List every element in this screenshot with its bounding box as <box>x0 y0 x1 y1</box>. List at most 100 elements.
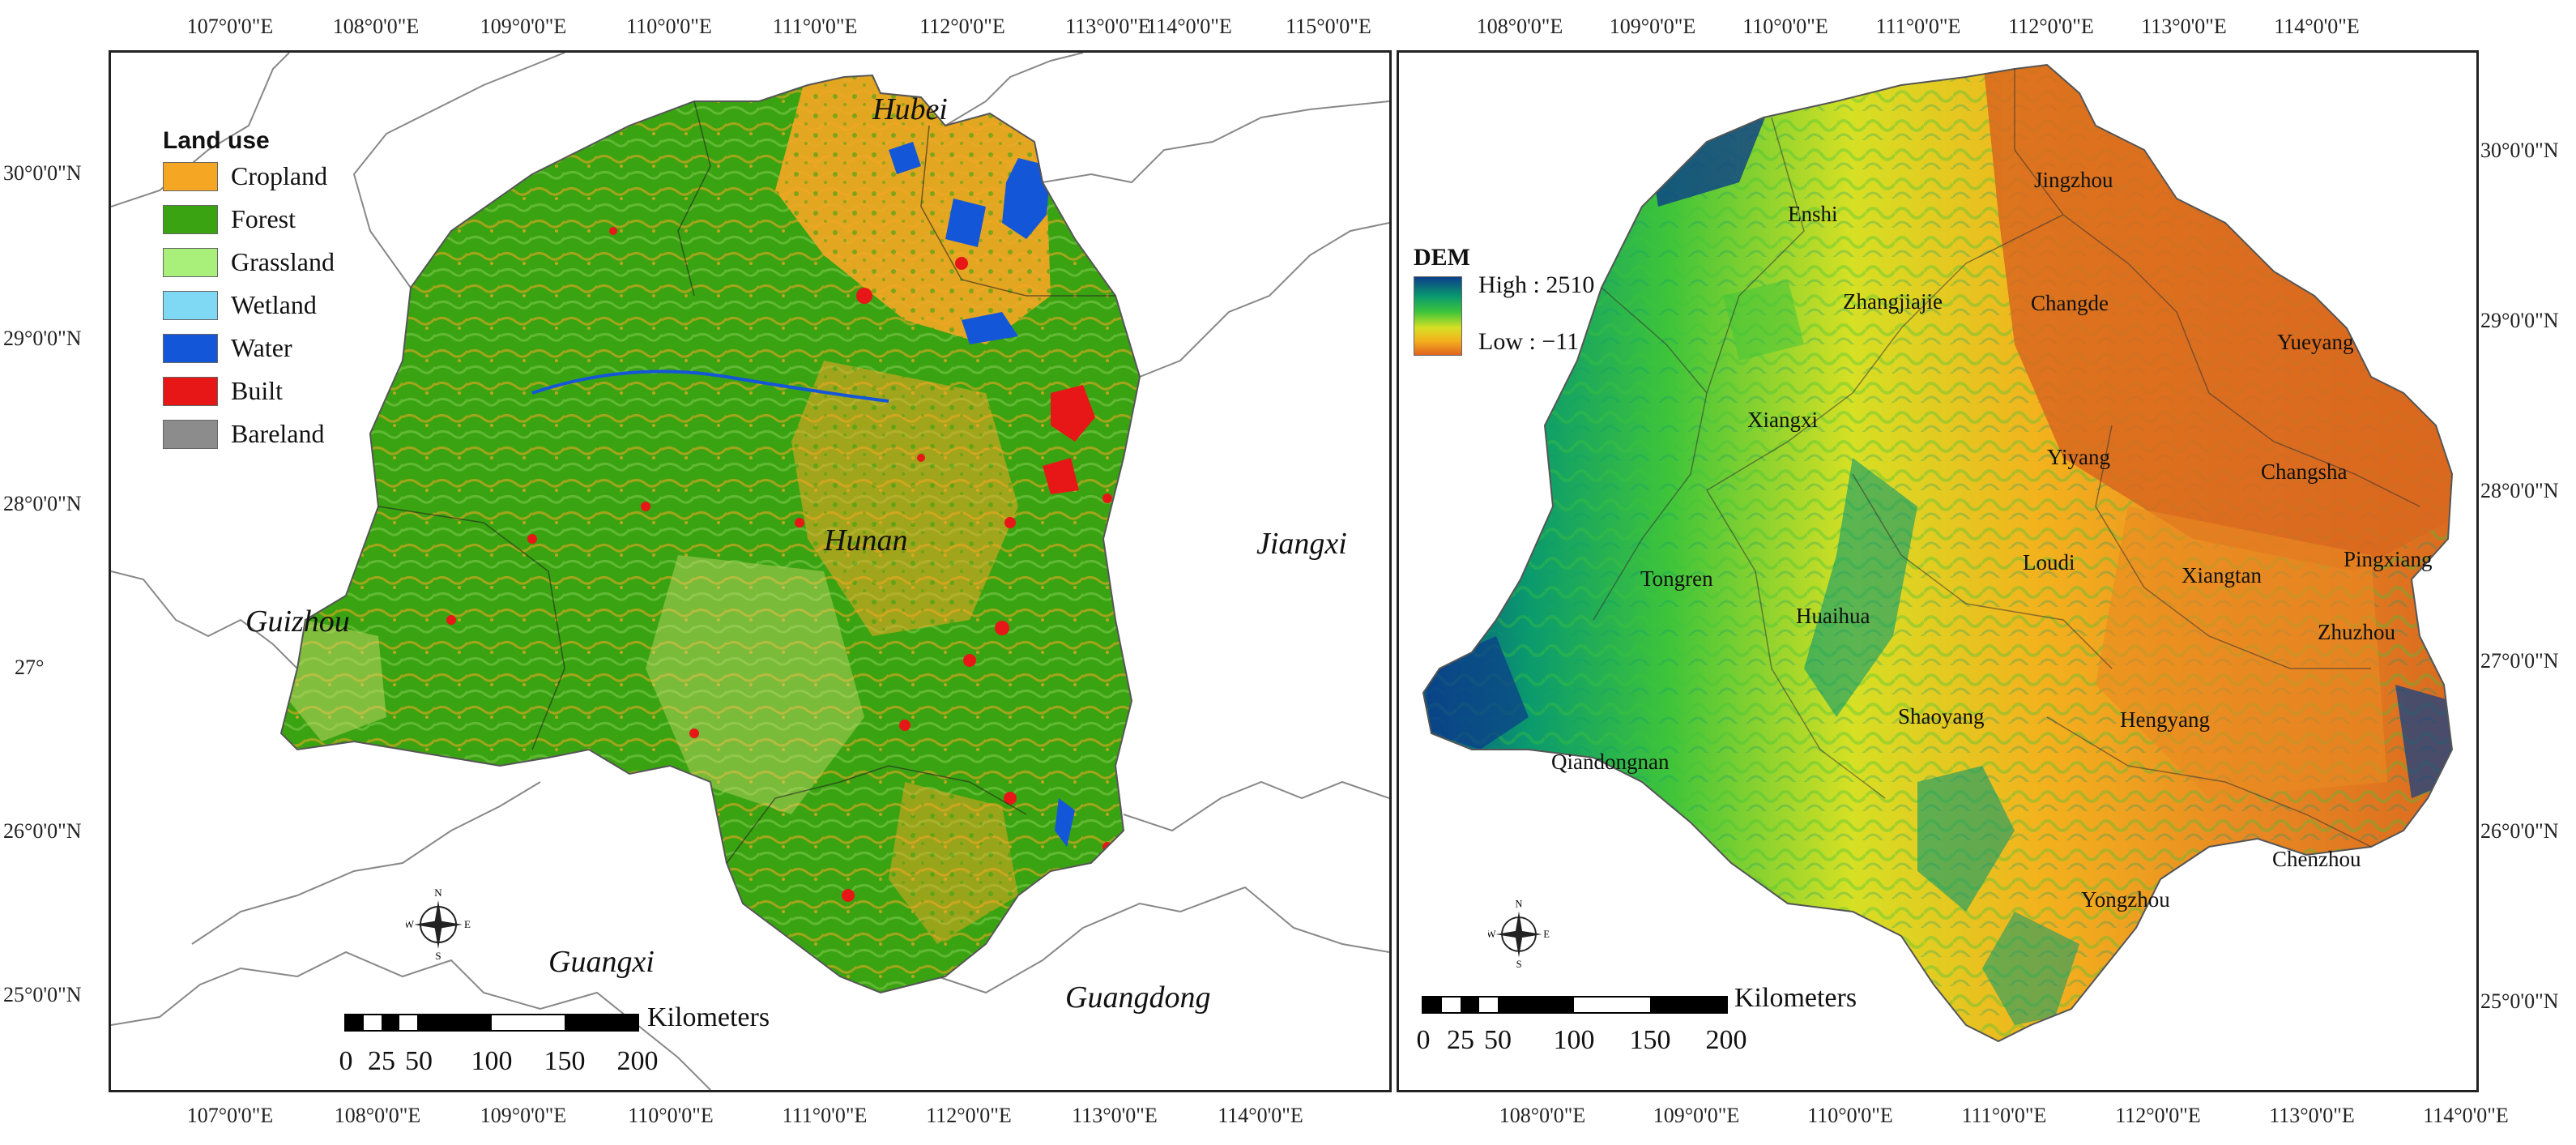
land-use-map: Land use Cropland Forest Grassland Wetla… <box>109 50 1392 1092</box>
dem-legend-high: High : 2510 <box>1478 271 1595 298</box>
scale-number: 150 <box>544 1046 586 1076</box>
lon-tick-label: 110°0'0"E <box>1742 15 1828 38</box>
city-label-tongren: Tongren <box>1640 566 1713 591</box>
lon-tick-label: 111°0'0"E <box>1875 15 1961 38</box>
dem-map-canvas <box>1399 53 2476 1090</box>
city-label-pingxiang: Pingxiang <box>2344 547 2433 571</box>
dem-legend-low: Low : −11 <box>1478 328 1580 355</box>
lon-tick-label: 107°0'0"E <box>186 15 274 38</box>
lon-tick-label: 114°0'0"E <box>2423 1104 2509 1127</box>
legend-label: Grassland <box>231 247 335 276</box>
scale-number: 50 <box>1484 1025 1512 1055</box>
legend-title: Land use <box>163 127 270 154</box>
city-label-xiangxi: Xiangxi <box>1747 408 1818 432</box>
region-label-jiangxi: Jiangxi <box>1256 527 1347 561</box>
lon-tick-label: 113°0'0"E <box>1072 1104 1158 1127</box>
compass-letter-w: W <box>1488 929 1496 940</box>
region-label-guizhou: Guizhou <box>245 605 350 639</box>
scale-number: 25 <box>1447 1025 1474 1055</box>
city-label-shaoyang: Shaoyang <box>1898 704 1985 728</box>
lat-tick-label: 26°0'0"N <box>3 819 82 843</box>
city-label-qiandongnan: Qiandongnan <box>1551 750 1670 774</box>
compass-letter-e: E <box>1543 929 1550 940</box>
lon-tick-label: 110°0'0"E <box>626 15 712 38</box>
scale-number: 0 <box>1416 1025 1431 1055</box>
city-label-loudi: Loudi <box>2023 550 2075 575</box>
lon-tick-label: 109°0'0"E <box>1653 1104 1740 1127</box>
scale-bar <box>1422 996 1728 1014</box>
legend-item-wetland: Wetland <box>163 290 317 320</box>
compass-letter-w: W <box>406 918 415 930</box>
city-label-jingzhou: Jingzhou <box>2034 168 2113 192</box>
city-label-changde: Changde <box>2031 291 2109 315</box>
lon-tick-label: 110°0'0"E <box>1807 1104 1893 1127</box>
lat-tick-label: 25°0'0"N <box>2480 989 2559 1013</box>
scale-number: 0 <box>339 1046 353 1076</box>
legend-swatch-forest <box>163 204 218 234</box>
region-label-hunan: Hunan <box>824 523 908 558</box>
lat-tick-label: 28°0'0"N <box>2480 479 2559 502</box>
lat-tick-label: 25°0'0"N <box>3 983 82 1006</box>
dem-legend-title: DEM <box>1414 244 1470 271</box>
city-label-zhuzhou: Zhuzhou <box>2318 620 2395 644</box>
lon-tick-label: 109°0'0"E <box>480 15 567 38</box>
lon-tick-label: 113°0'0"E <box>1065 15 1151 38</box>
lon-tick-label: 108°0'0"E <box>332 15 420 38</box>
city-label-changsha: Changsha <box>2261 459 2348 484</box>
lon-tick-label: 114°0'0"E <box>1218 1104 1303 1127</box>
scale-number: 100 <box>1553 1025 1595 1055</box>
lon-tick-label: 112°0'0"E <box>926 1104 1012 1127</box>
lon-tick-label: 109°0'0"E <box>1609 15 1696 38</box>
city-label-yongzhou: Yongzhou <box>2081 887 2170 912</box>
lon-tick-label: 109°0'0"E <box>480 1104 567 1127</box>
lon-tick-label: 113°0'0"E <box>2141 15 2227 38</box>
legend-item-cropland: Cropland <box>163 161 327 191</box>
lat-tick-label: 30°0'0"N <box>3 161 82 185</box>
lon-tick-label: 107°0'0"E <box>186 1104 274 1127</box>
lon-tick-label: 111°0'0"E <box>772 15 858 38</box>
legend-item-grassland: Grassland <box>163 247 335 277</box>
lat-tick-label: 29°0'0"N <box>3 327 82 350</box>
scale-bar <box>344 1014 639 1032</box>
lat-tick-label: 29°0'0"N <box>2480 309 2559 332</box>
neighbor-boundaries <box>111 53 1389 1090</box>
compass-letter-n: N <box>1516 899 1523 910</box>
scale-number: 25 <box>368 1046 395 1076</box>
legend-label: Wetland <box>231 290 317 319</box>
lon-tick-label: 112°0'0"E <box>919 15 1005 38</box>
lon-tick-label: 108°0'0"E <box>1499 1104 1586 1127</box>
scale-number: 150 <box>1629 1025 1671 1055</box>
lon-tick-label: 112°0'0"E <box>2008 15 2094 38</box>
city-label-enshi: Enshi <box>1788 202 1838 226</box>
scale-unit: Kilometers <box>1734 983 1857 1013</box>
city-label-huaihua: Huaihua <box>1796 604 1870 628</box>
lat-tick-label: 30°0'0"N <box>2480 139 2559 162</box>
scale-number: 200 <box>616 1046 659 1076</box>
lon-tick-label: 108°0'0"E <box>1476 15 1563 38</box>
scale-number: 200 <box>1705 1025 1747 1055</box>
lon-tick-label: 108°0'0"E <box>334 1104 421 1127</box>
city-label-chenzhou: Chenzhou <box>2272 847 2361 871</box>
legend-label: Water <box>231 333 292 362</box>
lon-tick-label: 114°0'0"E <box>1146 15 1232 38</box>
city-label-zhangjiajie: Zhangjiajie <box>1843 289 1943 314</box>
land-use-map-canvas <box>111 53 1389 1090</box>
legend-swatch-built <box>163 376 218 406</box>
legend-swatch-bareland <box>163 419 218 449</box>
scale-number: 100 <box>471 1046 513 1076</box>
city-label-yueyang: Yueyang <box>2277 330 2354 354</box>
legend-item-water: Water <box>163 333 292 363</box>
scale-unit: Kilometers <box>647 1002 770 1032</box>
legend-label: Bareland <box>231 419 325 448</box>
legend-label: Cropland <box>231 161 328 190</box>
lon-tick-label: 113°0'0"E <box>2269 1104 2355 1127</box>
city-label-xiangtan: Xiangtan <box>2181 563 2262 587</box>
region-label-guangxi: Guangxi <box>548 945 655 979</box>
lon-tick-label: 110°0'0"E <box>628 1104 714 1127</box>
region-label-hubei: Hubei <box>872 92 948 126</box>
city-label-yiyang: Yiyang <box>2047 445 2110 469</box>
lon-tick-label: 114°0'0"E <box>2274 15 2360 38</box>
city-label-hengyang: Hengyang <box>2120 707 2210 732</box>
compass-rose-icon: N E S W <box>406 887 471 960</box>
compass-letter-s: S <box>435 950 441 960</box>
